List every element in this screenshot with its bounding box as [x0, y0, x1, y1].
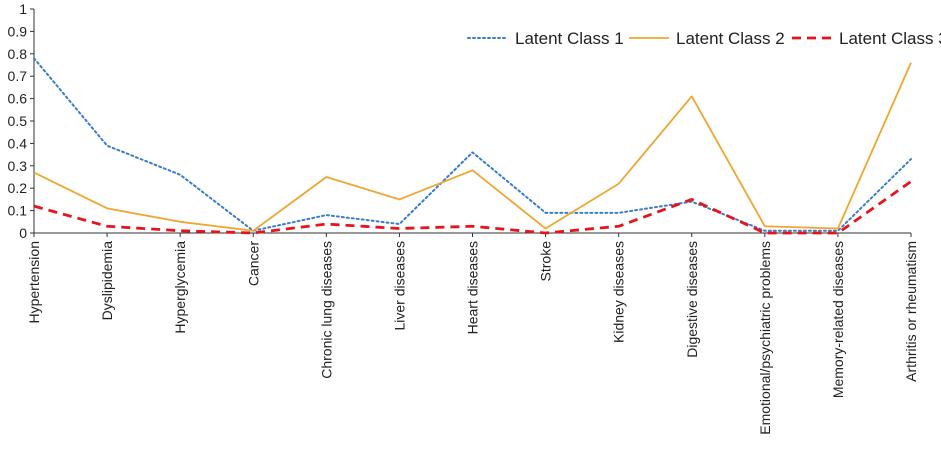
x-category-label: Emotional/psychiatric problems	[757, 241, 773, 435]
y-tick-label: 0	[19, 225, 27, 241]
y-axis-ticks: 0 0.1 0.2 0.3 0.4 0.5 0.6 0.7 0.8 0.9 1	[8, 1, 34, 241]
y-tick-label: 0.5	[8, 113, 28, 129]
x-category-label: Hyperglycemia	[172, 241, 188, 334]
series-line-3	[33, 180, 912, 235]
y-tick-label: 1	[19, 1, 27, 17]
y-tick-label: 0.9	[8, 23, 28, 39]
y-tick-label: 0.7	[8, 68, 28, 84]
x-category-label: Liver diseases	[391, 241, 407, 331]
series-line-2	[33, 62, 912, 232]
series-line-1	[33, 57, 912, 232]
x-category-label: Stroke	[538, 241, 554, 282]
legend: Latent Class 1 Latent Class 2 Latent Class…	[467, 29, 941, 48]
x-category-label: Arthritis or rheumatism	[903, 241, 919, 382]
y-tick-label: 0.6	[8, 91, 28, 107]
x-category-label: Hypertension	[26, 241, 42, 324]
legend-label-2: Latent Class 2	[676, 29, 785, 48]
y-tick-label: 0.2	[8, 180, 28, 196]
legend-label-1: Latent Class 1	[515, 29, 624, 48]
y-tick-label: 0.8	[8, 46, 28, 62]
x-category-label: Memory-related diseases	[830, 241, 846, 398]
x-category-label: Digestive diseases	[684, 241, 700, 358]
legend-label-3: Latent Class 3	[839, 29, 941, 48]
x-category-label: Heart diseases	[465, 241, 481, 334]
x-axis-labels: Hypertension Dyslipidemia Hyperglycemia Can…	[26, 233, 919, 435]
x-category-label: Kidney diseases	[611, 241, 627, 343]
series-lines	[33, 57, 912, 235]
y-tick-label: 0.3	[8, 158, 28, 174]
y-tick-label: 0.1	[8, 203, 28, 219]
x-category-label: Cancer	[245, 241, 261, 286]
x-category-label: Chronic lung diseases	[318, 241, 334, 379]
x-category-label: Dyslipidemia	[99, 241, 115, 321]
y-tick-label: 0.4	[8, 135, 28, 151]
